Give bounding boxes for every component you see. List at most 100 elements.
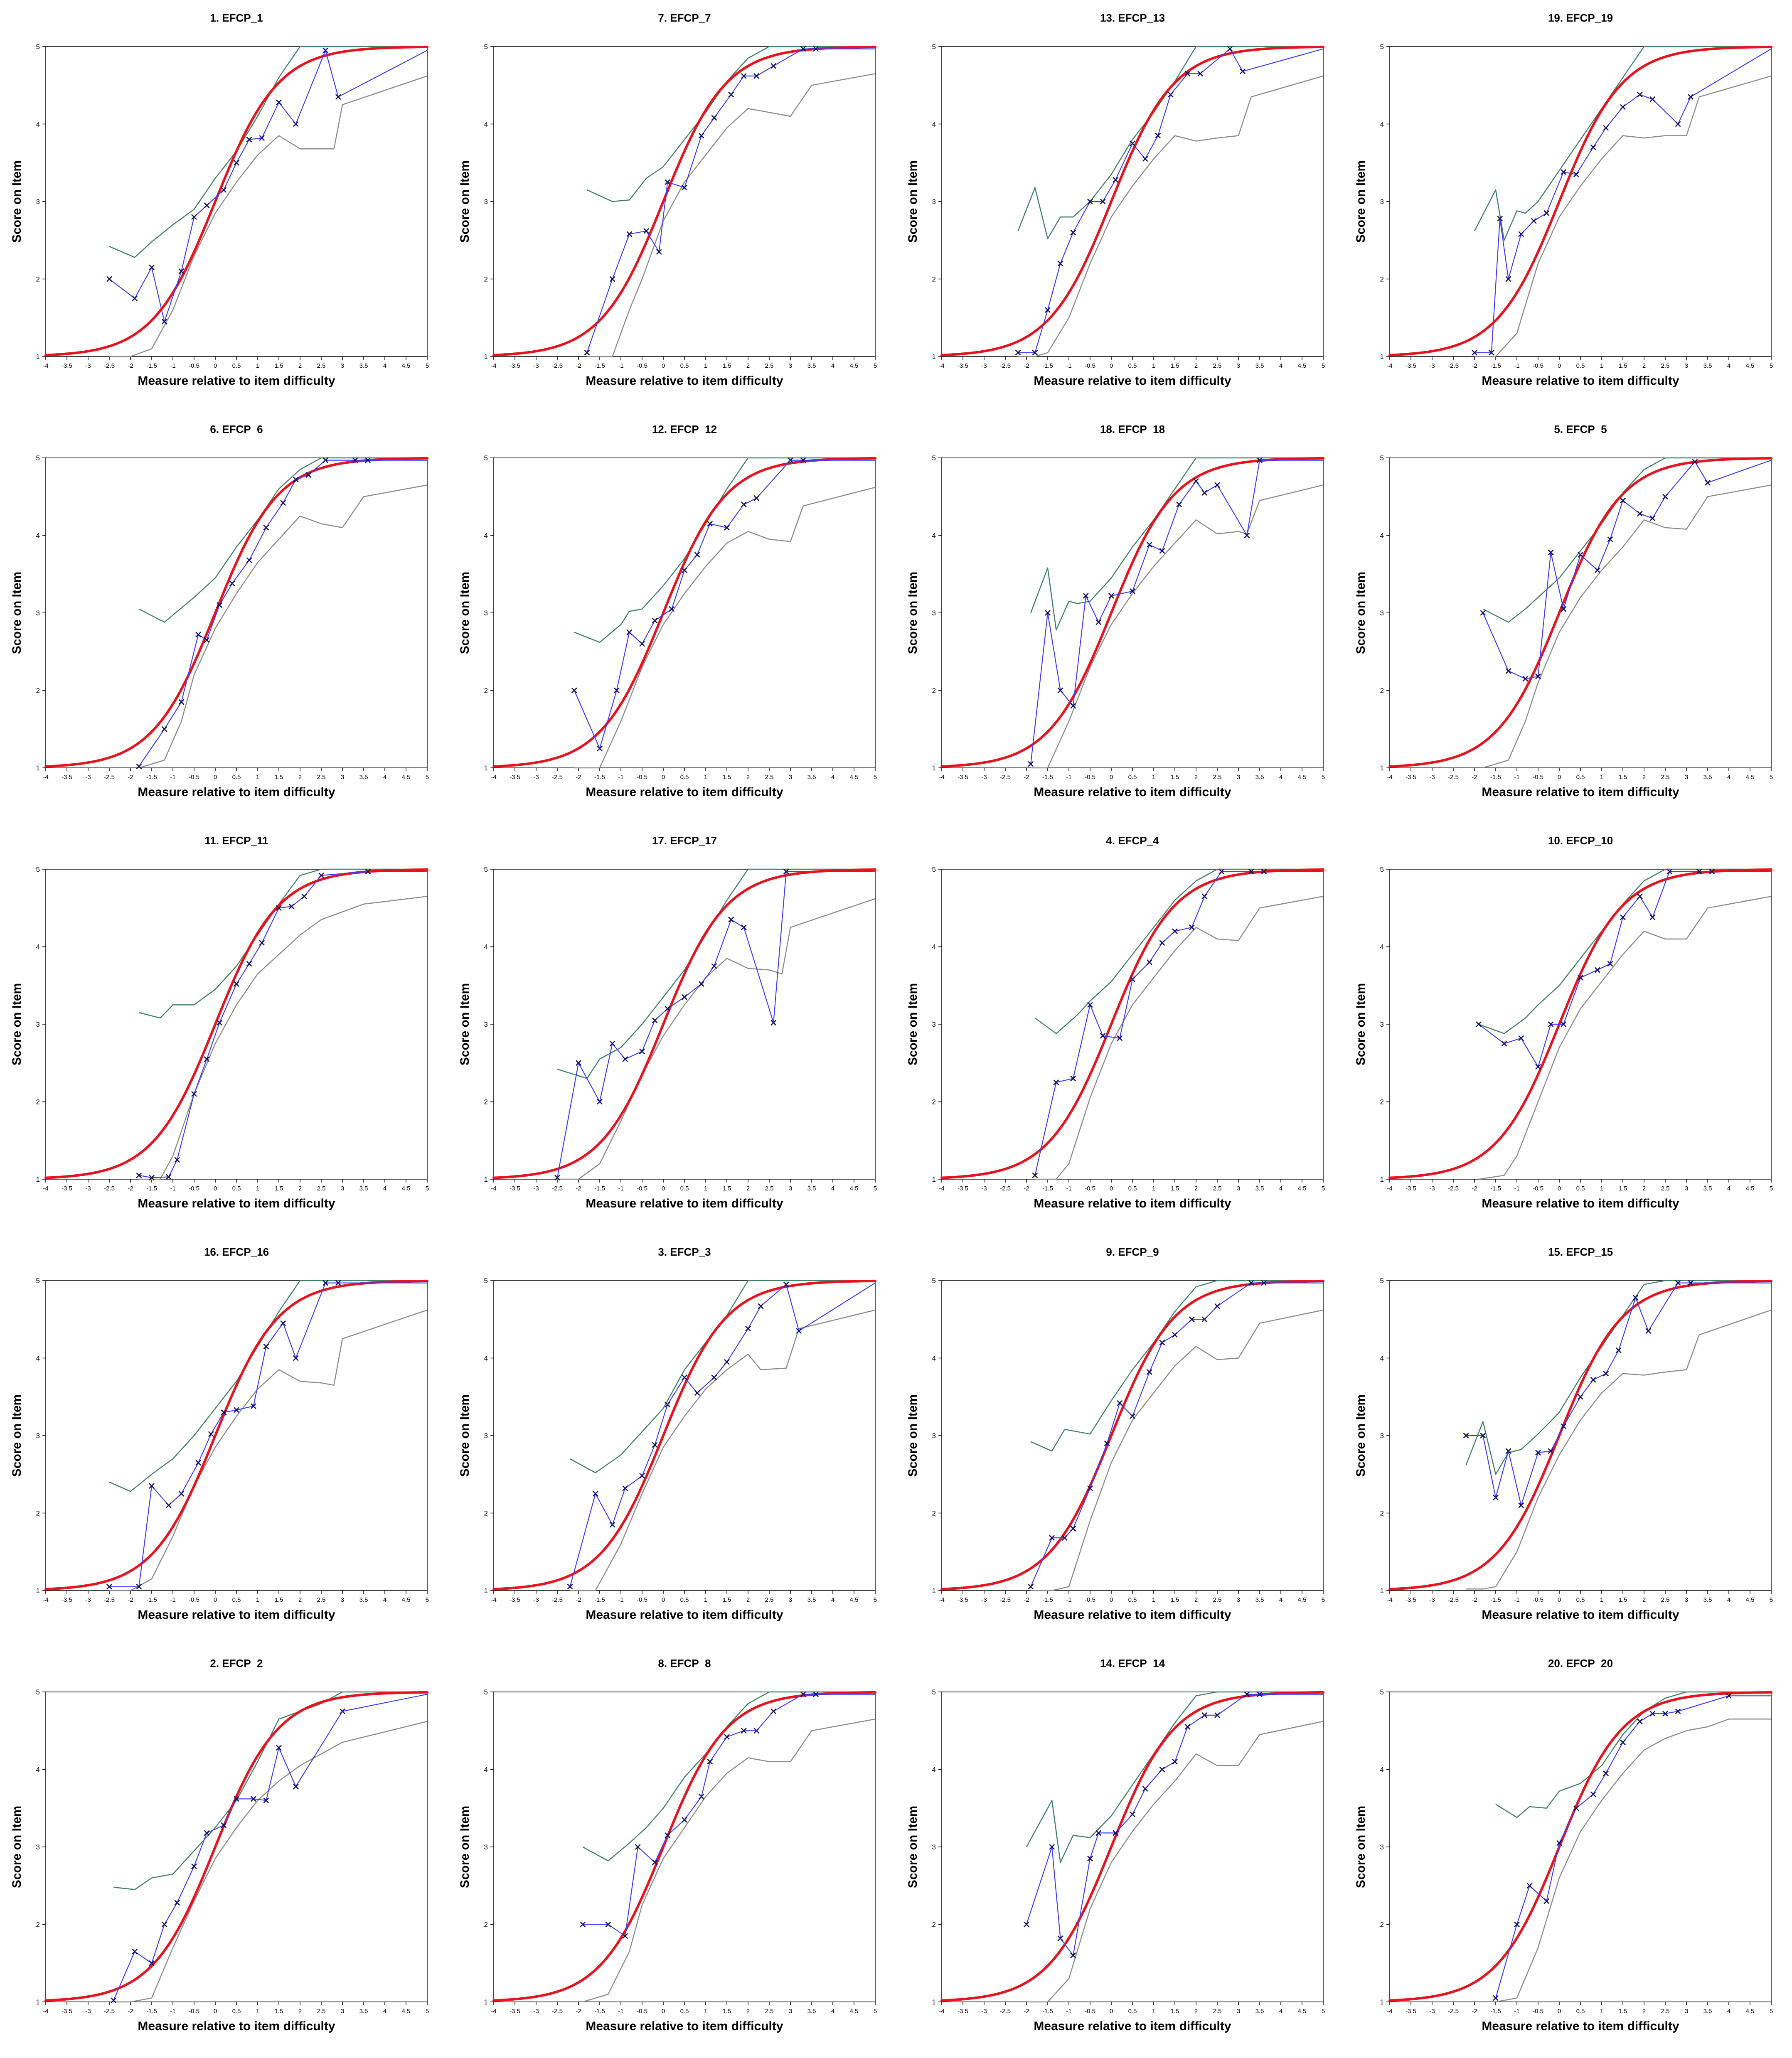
observed-line	[586, 48, 875, 353]
x-tick-label: -0.5	[1533, 2008, 1543, 2015]
observed-point	[301, 893, 308, 900]
observed-point	[1130, 588, 1135, 594]
observed-point	[136, 1583, 142, 1590]
x-tick-label: -4	[1387, 774, 1392, 781]
y-tick-label: 2	[932, 1921, 936, 1929]
x-tick-label: -1.5	[1042, 362, 1053, 369]
chart-title: 3. EFCP_3	[658, 1246, 711, 1258]
observed-point	[221, 1409, 227, 1415]
x-tick-label: 4	[1727, 1185, 1730, 1192]
x-tick-label: -3.5	[1406, 362, 1416, 369]
x-tick-label: 1	[1152, 774, 1155, 781]
y-tick-label: 4	[1380, 1355, 1384, 1362]
observed-point	[1070, 1525, 1076, 1532]
observed-point	[665, 1832, 671, 1838]
y-tick-label: 2	[1380, 1921, 1384, 1929]
observed-point	[246, 136, 252, 143]
observed-point	[288, 903, 295, 910]
observed-point	[1505, 668, 1511, 674]
x-tick-label: -3	[981, 774, 987, 781]
x-tick-label: 4.5	[1298, 774, 1307, 781]
observed-point	[1675, 1708, 1681, 1714]
chart-svg: 1. EFCP_1 1 2 3 4 5 -4 -3.5 -3 -2.5 -2 -1.5 -1 -0.5 0 0…	[10, 12, 429, 388]
x-tick-label: 5	[1770, 1185, 1773, 1192]
x-tick-label: 0.5	[680, 1185, 689, 1192]
observed-point	[293, 477, 299, 483]
observed-point	[1476, 1021, 1482, 1027]
model-curve	[940, 1279, 1324, 1591]
y-tick-label: 5	[36, 1277, 40, 1285]
chart-title: 7. EFCP_7	[658, 12, 711, 24]
observed-point	[1248, 868, 1254, 875]
x-tick-label: 1	[1600, 2008, 1603, 2015]
x-tick-label: 0	[662, 362, 665, 369]
x-tick-label: 1	[256, 1185, 259, 1192]
observed-point	[1649, 515, 1656, 521]
x-tick-label: 5	[874, 1185, 877, 1192]
observed-point	[178, 268, 185, 274]
x-tick-label: 1	[704, 1185, 707, 1192]
x-tick-label: -3	[85, 1596, 91, 1603]
observed-point	[643, 228, 650, 234]
x-tick-label: -3.5	[510, 1596, 520, 1603]
observed-point	[613, 687, 620, 693]
x-tick-label: 0	[1558, 2008, 1561, 2015]
observed-point	[1615, 1347, 1622, 1353]
x-tick-label: 1.5	[1171, 1596, 1179, 1603]
observed-point	[204, 637, 210, 643]
chart-panel: 10. EFCP_10 1 2 3 4 5 -4 -3.5 -3 -2.5 -2 -1.5 -1 -0.5…	[1344, 823, 1792, 1234]
y-tick-label: 2	[484, 1921, 488, 1929]
observed-point	[753, 73, 760, 79]
x-tick-label: 2	[298, 362, 302, 369]
observed-point	[280, 1320, 286, 1326]
observed-point	[195, 1460, 202, 1466]
x-tick-label: 4.5	[1746, 362, 1755, 369]
observed-point	[1620, 914, 1626, 920]
upper-ci-line	[569, 1280, 875, 1473]
y-tick-label: 4	[484, 120, 488, 128]
x-tick-label: 1.5	[1619, 1185, 1627, 1192]
model-curve	[1388, 45, 1772, 357]
observed-point	[1172, 1758, 1178, 1765]
observed-point	[580, 1921, 586, 1928]
observed-line	[574, 460, 875, 749]
x-tick-label: -0.5	[637, 1596, 647, 1603]
observed-point	[1666, 868, 1673, 875]
observed-point	[665, 1006, 671, 1012]
y-tick-label: 4	[1380, 120, 1384, 128]
x-tick-label: 3	[341, 774, 344, 781]
upper-ci-line	[1030, 1280, 1323, 1452]
x-tick-label: -1.5	[1042, 1596, 1053, 1603]
x-tick-label: -2.5	[1000, 1596, 1011, 1603]
observed-point	[1620, 1739, 1626, 1746]
observed-point	[1070, 703, 1076, 709]
y-axis-label: Score on Item	[458, 1394, 472, 1477]
x-tick-label: -1.5	[1490, 1185, 1501, 1192]
observed-point	[132, 1948, 138, 1955]
observed-point	[652, 1442, 658, 1448]
observed-point	[1172, 928, 1178, 934]
x-tick-label: 2.5	[1213, 362, 1222, 369]
observed-point	[1197, 71, 1204, 77]
x-tick-label: -4	[1387, 1185, 1392, 1192]
x-tick-label: 4	[831, 2008, 834, 2015]
observed-point	[1645, 1328, 1652, 1334]
observed-point	[1501, 1040, 1507, 1047]
x-tick-label: -4	[1387, 2008, 1392, 2015]
chart-title: 5. EFCP_5	[1554, 423, 1607, 435]
observed-point	[259, 940, 265, 946]
x-tick-label: 3.5	[1255, 1185, 1264, 1192]
chart-svg: 9. EFCP_9 1 2 3 4 5 -4 -3.5 -3 -2.5 -2 -1.5 -1 -0.5 0 0…	[906, 1246, 1325, 1622]
x-tick-label: -2	[1472, 2008, 1477, 2015]
observed-point	[694, 552, 700, 558]
observed-point	[626, 231, 633, 237]
y-axis-label: Score on Item	[906, 1806, 920, 1888]
x-tick-label: 0.5	[1128, 2008, 1137, 2015]
x-tick-label: 4.5	[1298, 362, 1307, 369]
x-tick-label: -2.5	[1448, 362, 1459, 369]
x-tick-label: -1.5	[146, 1185, 157, 1192]
observed-point	[132, 295, 138, 302]
x-tick-label: 4.5	[850, 362, 859, 369]
x-tick-label: -2	[576, 2008, 581, 2015]
x-tick-label: 1.5	[1619, 2008, 1627, 2015]
